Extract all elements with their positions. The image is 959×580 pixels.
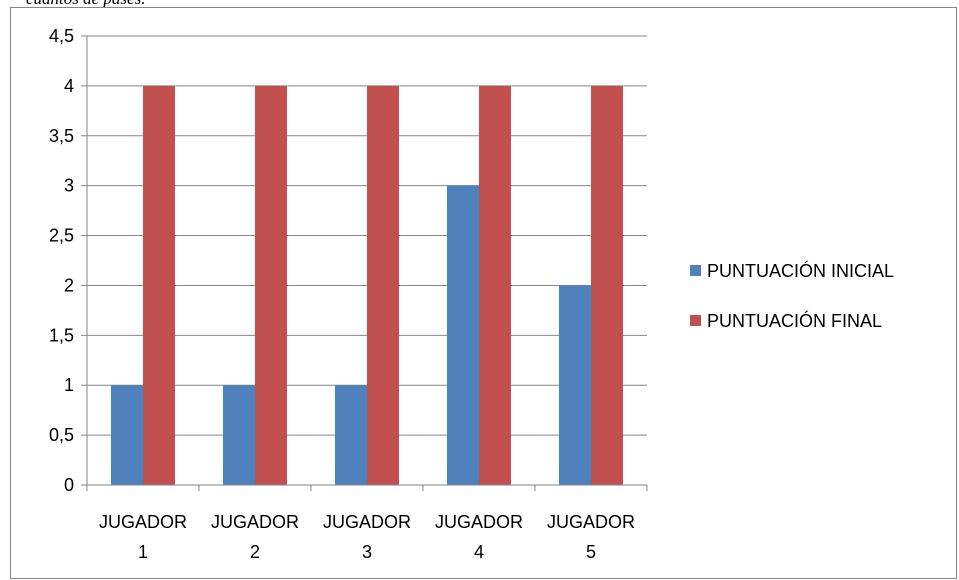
bar <box>591 85 623 485</box>
bar <box>335 385 367 485</box>
bar <box>479 85 511 485</box>
x-tick-label: JUGADOR <box>99 512 187 532</box>
bar <box>447 185 479 485</box>
x-tick-label: 5 <box>586 542 596 562</box>
x-tick-label: 2 <box>250 542 260 562</box>
bar-series <box>111 85 623 485</box>
x-tick-label: 3 <box>362 542 372 562</box>
y-tick-label: 3 <box>64 176 74 196</box>
x-tick-label: JUGADOR <box>323 512 411 532</box>
y-tick-label: 1 <box>64 375 74 395</box>
legend-swatch <box>690 265 701 276</box>
y-tick-label: 2,5 <box>49 226 74 246</box>
bar <box>143 85 175 485</box>
chart-frame <box>10 7 957 579</box>
x-tick-label: JUGADOR <box>435 512 523 532</box>
y-axis-tick-labels: 0 0,5 1 1,5 2 2,5 3 3,5 4 4,5 <box>49 26 74 495</box>
y-tick-label: 0,5 <box>49 425 74 445</box>
y-tick-label: 4,5 <box>49 26 74 46</box>
bar <box>111 385 143 485</box>
x-tick-label: JUGADOR <box>547 512 635 532</box>
bar <box>223 385 255 485</box>
y-tick-label: 1,5 <box>49 325 74 345</box>
legend-label: PUNTUACIÓN FINAL <box>707 310 882 331</box>
caption-text: cuántos de pases. <box>26 0 145 9</box>
bar <box>367 85 399 485</box>
axes <box>81 35 648 491</box>
y-tick-label: 4 <box>64 76 74 96</box>
y-tick-label: 2 <box>64 275 74 295</box>
legend: PUNTUACIÓN INICIAL PUNTUACIÓN FINAL <box>690 260 894 331</box>
x-tick-label: JUGADOR <box>211 512 299 532</box>
y-tick-label: 3,5 <box>49 126 74 146</box>
x-tick-label: 1 <box>138 542 148 562</box>
legend-swatch <box>690 315 701 326</box>
bar <box>255 85 287 485</box>
y-tick-label: 0 <box>64 475 74 495</box>
x-axis-tick-labels: JUGADOR 1 JUGADOR 2 JUGADOR 3 JUGADOR 4 JUGADOR 5 <box>99 512 635 562</box>
x-tick-label: 4 <box>474 542 484 562</box>
bar <box>559 285 591 485</box>
legend-label: PUNTUACIÓN INICIAL <box>707 260 894 281</box>
